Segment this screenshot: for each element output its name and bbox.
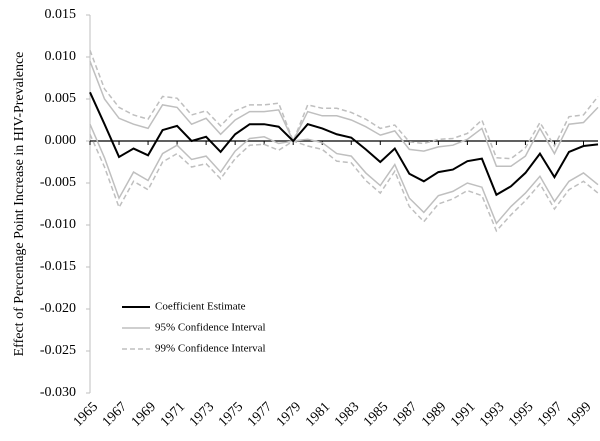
series-line xyxy=(89,91,599,197)
x-tick-label: 1981 xyxy=(303,399,333,429)
legend-label: 99% Confidence Interval xyxy=(155,343,266,355)
series-line xyxy=(89,50,599,160)
y-tick-label: 0.000 xyxy=(45,133,77,148)
x-tick-label: 1977 xyxy=(245,399,275,429)
x-tick-label: 1985 xyxy=(361,399,391,429)
x-tick-label: 1971 xyxy=(158,399,188,429)
x-tick-label: 1993 xyxy=(477,399,507,429)
x-tick-label: 1995 xyxy=(506,399,536,429)
y-tick-label: 0.010 xyxy=(45,49,77,64)
y-tick-label: -0.020 xyxy=(40,301,76,316)
y-tick-label: -0.030 xyxy=(40,385,76,400)
x-tick-label: 1975 xyxy=(216,399,246,429)
y-tick-label: -0.005 xyxy=(40,175,76,190)
x-tick-label: 1979 xyxy=(274,399,304,429)
y-tick-label: -0.025 xyxy=(40,343,76,358)
y-tick-label: -0.015 xyxy=(40,259,76,274)
y-tick-label: -0.010 xyxy=(40,217,76,232)
series-line xyxy=(89,60,599,167)
legend-label: Coefficient Estimate xyxy=(155,301,246,313)
x-tick-label: 1973 xyxy=(187,399,217,429)
series-line xyxy=(89,133,599,233)
x-tick-label: 1991 xyxy=(448,399,478,429)
x-tick-label: 1999 xyxy=(564,399,594,429)
series-line xyxy=(89,123,599,225)
x-tick-label: 1965 xyxy=(71,399,101,429)
y-tick-label: 0.005 xyxy=(45,91,77,106)
x-tick-label: 1969 xyxy=(129,399,159,429)
legend-label: 95% Confidence Interval xyxy=(155,322,266,334)
y-tick-label: 0.015 xyxy=(45,7,77,22)
x-tick-label: 1967 xyxy=(100,399,130,429)
x-tick-label: 1997 xyxy=(535,399,565,429)
x-tick-label: 1989 xyxy=(419,399,449,429)
x-tick-label: 1983 xyxy=(332,399,362,429)
x-tick-label: 1987 xyxy=(390,399,420,429)
y-axis-label: Effect of Percentage Point Increase in H… xyxy=(12,52,27,357)
